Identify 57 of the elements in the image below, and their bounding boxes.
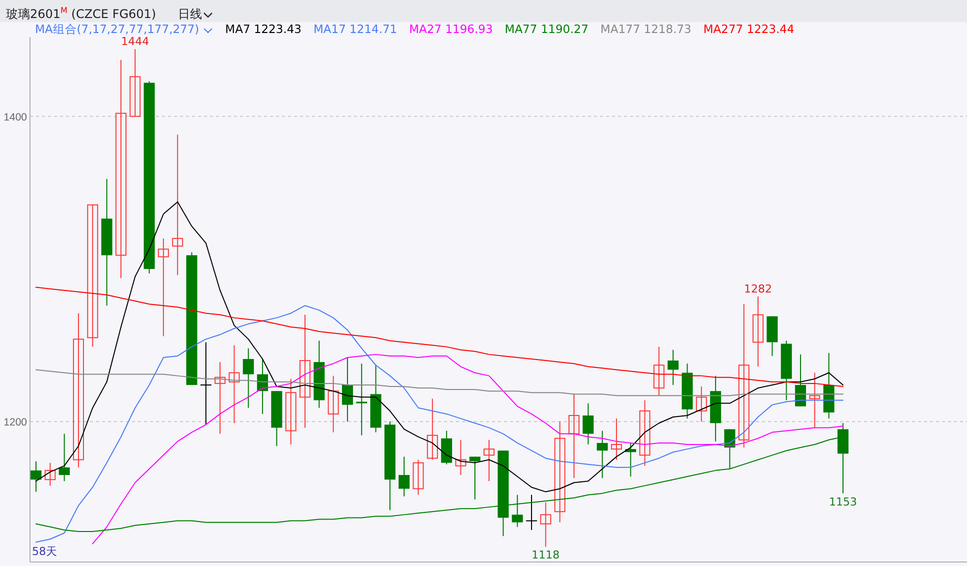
candlestick bbox=[200, 342, 212, 426]
line-series bbox=[36, 201, 844, 492]
candlestick bbox=[300, 314, 310, 428]
text: MA177 1218.73 bbox=[600, 22, 692, 36]
candlestick bbox=[455, 439, 466, 476]
candlestick bbox=[115, 59, 126, 279]
chart-subtitle: 日线 bbox=[178, 7, 202, 21]
candlestick bbox=[752, 296, 764, 368]
candlestick bbox=[398, 456, 410, 497]
candlestick bbox=[158, 238, 169, 337]
annotation: 1153 bbox=[829, 495, 857, 508]
candlestick bbox=[72, 312, 84, 468]
candlestick bbox=[469, 456, 480, 500]
candlestick bbox=[412, 459, 424, 496]
candlestick bbox=[653, 346, 664, 396]
annotation: 1444 bbox=[121, 35, 150, 48]
candlestick bbox=[328, 375, 339, 433]
candlestick bbox=[610, 418, 622, 460]
annotation: 1282 bbox=[744, 282, 772, 296]
text: MA277 1223.44 bbox=[703, 22, 794, 36]
candlestick bbox=[30, 460, 42, 492]
y-tick-label: 1200 bbox=[4, 416, 28, 429]
candlestick bbox=[87, 204, 98, 348]
annotation: 1118 bbox=[532, 548, 560, 562]
candlestick bbox=[228, 344, 240, 424]
annotation: 58天 bbox=[32, 545, 57, 558]
candlestick bbox=[696, 386, 707, 422]
candlestick bbox=[214, 362, 226, 434]
candlestick bbox=[795, 354, 806, 407]
candlestick bbox=[426, 398, 438, 460]
candlestick bbox=[554, 421, 566, 523]
candlestick bbox=[172, 134, 184, 276]
candlestick bbox=[668, 349, 679, 386]
candlestick bbox=[484, 439, 495, 482]
candlestick bbox=[512, 494, 523, 528]
chart-title: 玻璃2601$^{M}$ (CZCE FG601) bbox=[6, 6, 156, 21]
text: MA27 1196.93 bbox=[409, 22, 493, 36]
candlestick bbox=[285, 378, 296, 445]
candlestick bbox=[44, 462, 56, 486]
text: MA7 1223.43 bbox=[225, 22, 302, 36]
candlestick bbox=[582, 402, 594, 445]
candlestick bbox=[540, 502, 552, 548]
candlestick bbox=[526, 494, 538, 530]
candlestick bbox=[639, 400, 650, 466]
candlestick bbox=[809, 372, 820, 428]
candlestick bbox=[58, 433, 70, 482]
candlestick bbox=[342, 356, 353, 422]
candlestick bbox=[356, 363, 368, 436]
y-tick-label: 1400 bbox=[4, 111, 28, 124]
legend-title: MA组合(7,17,27,77,177,277) bbox=[35, 22, 200, 36]
candlestick bbox=[130, 48, 141, 117]
candlestick bbox=[596, 430, 608, 479]
candlestick bbox=[242, 348, 254, 408]
text: MA77 1190.27 bbox=[504, 22, 588, 36]
candlestick bbox=[568, 394, 580, 479]
candlestick bbox=[738, 304, 750, 448]
text: MA17 1214.71 bbox=[313, 22, 398, 36]
